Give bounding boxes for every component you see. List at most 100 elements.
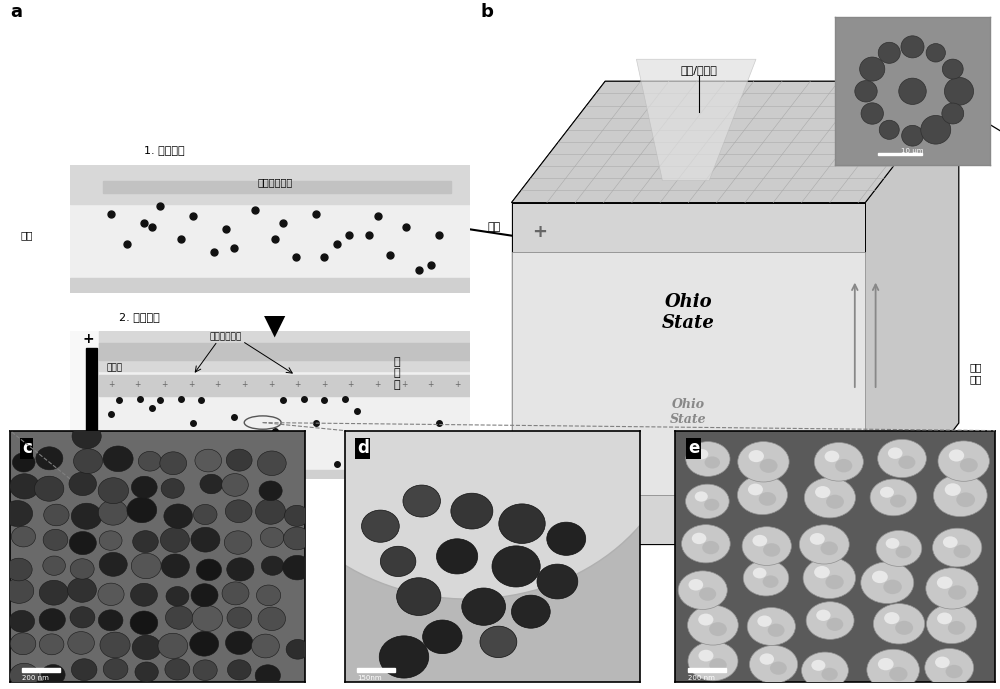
Circle shape	[44, 504, 69, 526]
Circle shape	[39, 608, 65, 631]
Circle shape	[195, 449, 222, 472]
Circle shape	[692, 533, 706, 544]
Circle shape	[193, 660, 217, 681]
Circle shape	[956, 493, 975, 507]
Circle shape	[100, 632, 130, 658]
Text: +: +	[428, 380, 434, 389]
Circle shape	[816, 610, 831, 621]
Circle shape	[698, 650, 713, 661]
Bar	[22, 668, 60, 672]
Circle shape	[160, 528, 189, 553]
Circle shape	[9, 610, 35, 633]
Circle shape	[224, 531, 252, 554]
Circle shape	[949, 449, 964, 462]
Circle shape	[98, 477, 129, 504]
Circle shape	[895, 546, 912, 558]
Circle shape	[678, 571, 727, 610]
Text: 裸眼/显微镱: 裸眼/显微镱	[680, 65, 717, 75]
Circle shape	[926, 568, 978, 609]
Circle shape	[759, 492, 776, 506]
Text: +: +	[401, 380, 407, 389]
Text: 阳极: 阳极	[488, 223, 501, 232]
Circle shape	[67, 577, 96, 602]
Circle shape	[855, 81, 877, 102]
Circle shape	[937, 613, 952, 624]
Polygon shape	[865, 81, 959, 544]
Bar	[70, 204, 480, 278]
Bar	[357, 668, 395, 672]
Circle shape	[686, 442, 730, 476]
Circle shape	[682, 524, 730, 563]
Circle shape	[688, 579, 703, 590]
Circle shape	[492, 546, 540, 587]
Circle shape	[880, 486, 894, 497]
Circle shape	[255, 665, 280, 686]
Circle shape	[814, 442, 863, 481]
Text: a: a	[10, 3, 22, 21]
Circle shape	[283, 555, 312, 580]
Circle shape	[257, 451, 286, 475]
Circle shape	[878, 658, 894, 670]
Circle shape	[942, 103, 964, 124]
Text: +: +	[268, 380, 274, 389]
Circle shape	[74, 449, 103, 473]
Text: +: +	[214, 380, 221, 389]
Circle shape	[898, 455, 915, 469]
Circle shape	[704, 499, 719, 511]
Circle shape	[884, 612, 900, 624]
Circle shape	[926, 43, 945, 62]
Circle shape	[945, 483, 961, 496]
Bar	[99, 470, 480, 479]
Circle shape	[943, 536, 958, 548]
Circle shape	[2, 501, 33, 526]
Circle shape	[927, 604, 977, 644]
Text: 200 nm: 200 nm	[22, 675, 49, 681]
Circle shape	[436, 539, 478, 574]
Bar	[527, 517, 574, 531]
Text: +: +	[134, 380, 141, 389]
Circle shape	[933, 528, 982, 567]
Circle shape	[423, 620, 462, 654]
Circle shape	[890, 495, 906, 508]
Circle shape	[942, 59, 963, 79]
Text: +: +	[83, 331, 94, 346]
Circle shape	[69, 472, 96, 495]
Circle shape	[190, 631, 219, 656]
Text: 1. 电场关闭: 1. 电场关闭	[144, 145, 184, 155]
Circle shape	[948, 621, 965, 635]
Circle shape	[135, 662, 158, 682]
Circle shape	[98, 610, 123, 631]
Circle shape	[699, 587, 716, 601]
Circle shape	[11, 526, 36, 547]
Bar	[70, 278, 480, 293]
Text: 焦平面: 焦平面	[107, 363, 123, 372]
Circle shape	[403, 485, 440, 517]
Circle shape	[921, 116, 951, 144]
Circle shape	[227, 660, 251, 680]
Circle shape	[362, 510, 399, 542]
Circle shape	[814, 566, 830, 578]
Text: d: d	[357, 439, 369, 457]
Circle shape	[861, 562, 914, 604]
Circle shape	[251, 634, 279, 658]
Circle shape	[131, 553, 161, 579]
Circle shape	[71, 659, 97, 681]
Circle shape	[127, 497, 157, 523]
Circle shape	[752, 535, 767, 546]
Circle shape	[10, 633, 36, 655]
Text: 电子墨水显示: 电子墨水显示	[210, 332, 242, 341]
Circle shape	[902, 125, 923, 146]
Circle shape	[695, 449, 708, 460]
Bar	[86, 349, 97, 479]
Circle shape	[70, 559, 94, 579]
Circle shape	[222, 473, 248, 496]
Circle shape	[944, 77, 974, 105]
Circle shape	[886, 538, 899, 548]
Circle shape	[763, 575, 779, 588]
Circle shape	[901, 36, 924, 58]
Polygon shape	[512, 81, 959, 203]
Bar	[99, 375, 480, 396]
Circle shape	[98, 500, 128, 525]
Circle shape	[256, 585, 281, 606]
Circle shape	[876, 531, 922, 566]
